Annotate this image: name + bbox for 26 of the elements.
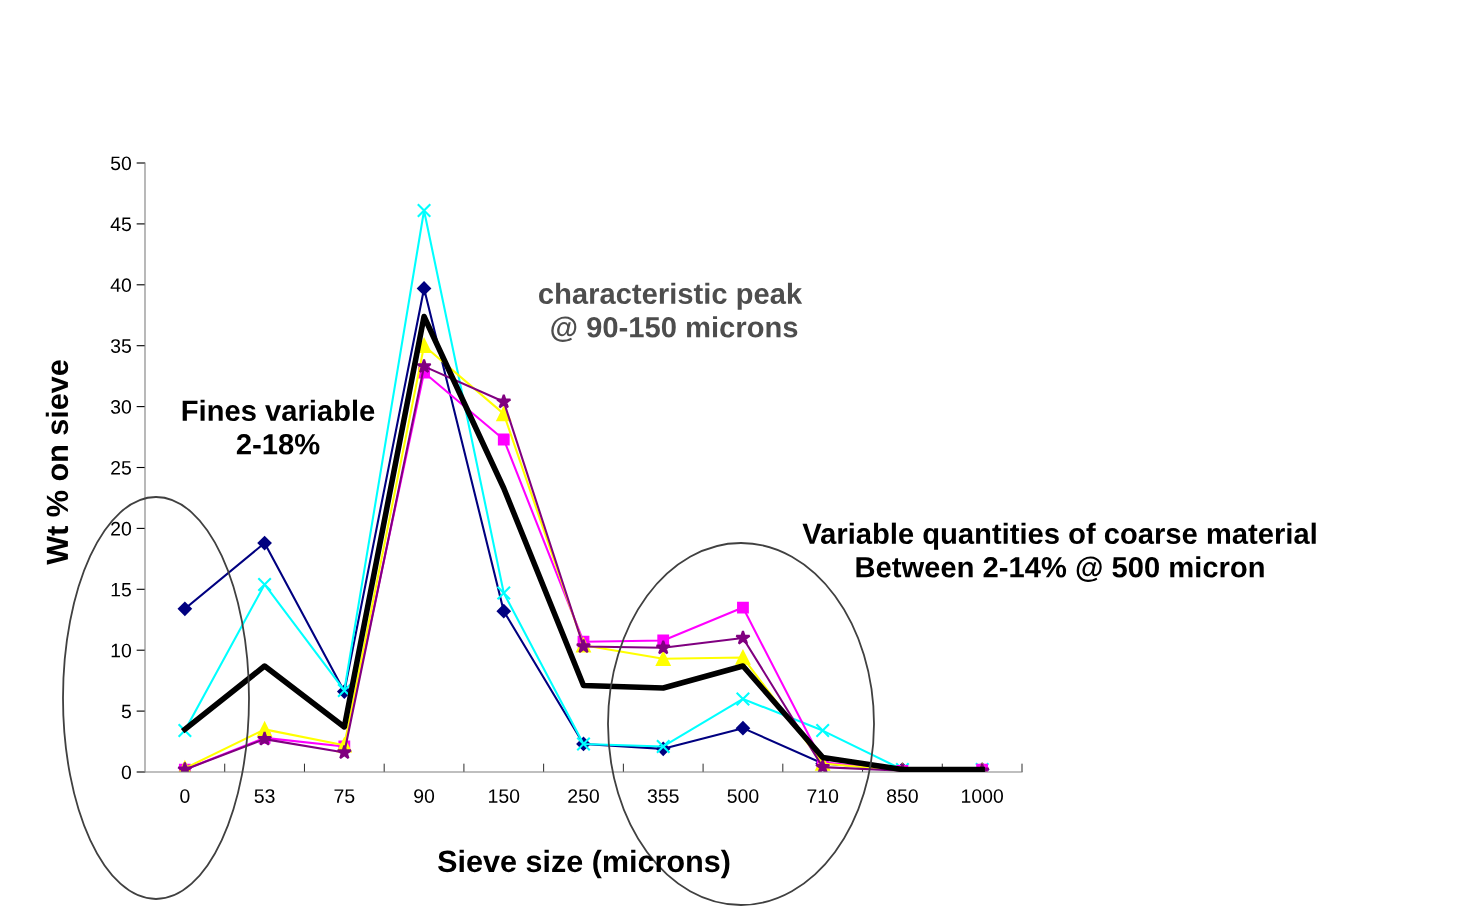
y-tick-label: 0 [121, 765, 132, 780]
annotation: Fines variable 2-18% [182, 399, 375, 455]
y-tick-label: 35 [110, 339, 131, 353]
y-tick-label: 50 [110, 156, 132, 171]
x-tick-label: 0 [180, 789, 190, 803]
x-tick-label: 710 [807, 789, 839, 803]
x-tick-label: 500 [727, 789, 759, 803]
y-tick-label: 15 [111, 582, 131, 597]
y-tick-label: 25 [111, 460, 131, 475]
x-tick-label: 150 [489, 789, 520, 803]
x-tick-label: 53 [254, 789, 275, 803]
annotation: characteristic peak @ 90-150 microns [539, 282, 803, 342]
y-tick-label: 45 [110, 217, 131, 232]
x-tick-label: 250 [568, 789, 599, 803]
x-tick-label: 75 [334, 789, 355, 803]
x-tick-label: 1000 [961, 789, 1004, 803]
y-tick-label: 30 [110, 400, 132, 414]
annotation: Variable quantities of coarse material Between 2-14% @ 500 micron [802, 522, 1316, 582]
y-axis-title: Wt % on sieve [45, 360, 69, 565]
y-tick-label: 20 [111, 521, 132, 536]
x-tick-label: 850 [887, 789, 918, 803]
y-tick-label: 5 [121, 704, 131, 719]
x-tick-label: 90 [414, 789, 435, 803]
x-tick-label: 355 [647, 789, 679, 803]
y-tick-label: 40 [110, 278, 132, 293]
y-tick-label: 10 [111, 643, 132, 658]
